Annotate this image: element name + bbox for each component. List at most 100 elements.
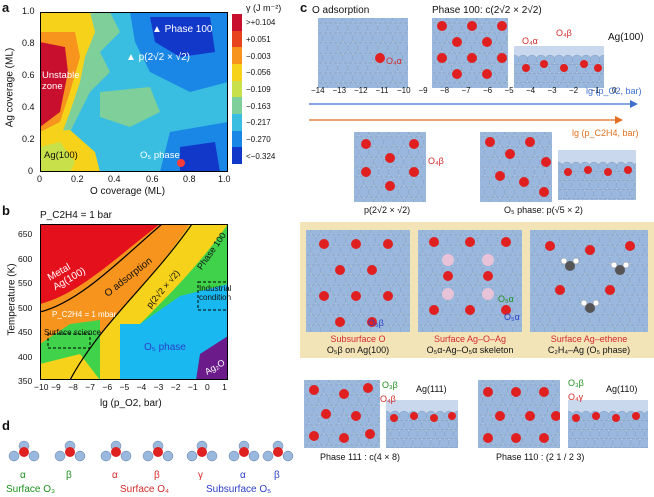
ag-atom xyxy=(466,72,478,84)
c-scale-tick: −13 xyxy=(332,86,347,95)
ag-atom xyxy=(388,166,400,178)
ag-atom xyxy=(534,304,546,316)
ag-atom xyxy=(335,254,347,266)
ag-atom xyxy=(390,230,402,236)
c-scale-tick: −14 xyxy=(311,86,325,95)
ag-atom xyxy=(472,264,484,276)
o-atom xyxy=(367,317,377,327)
ag-atom xyxy=(377,22,389,34)
ag-atom xyxy=(593,188,604,200)
motif-ag-atom xyxy=(228,450,240,462)
ag-atom xyxy=(398,166,410,178)
ag-atom xyxy=(512,324,522,332)
ag-atom xyxy=(407,428,419,440)
ag-atom xyxy=(629,294,641,306)
ag-atom xyxy=(501,82,508,88)
label-industrial: Industrial condition xyxy=(199,284,232,302)
ag-atom xyxy=(509,176,521,188)
motif-o-atom xyxy=(19,447,29,457)
ag-atom xyxy=(330,230,342,236)
panel-label-b: b xyxy=(2,203,10,218)
c-scale-tick: −4 xyxy=(526,86,536,95)
ag-atom xyxy=(318,22,329,34)
ag-atom xyxy=(313,444,325,448)
ag-atom xyxy=(362,18,374,24)
ag-atom xyxy=(501,42,508,54)
ag-atom xyxy=(327,62,339,74)
ag-atom xyxy=(352,52,364,64)
ag-atom xyxy=(598,72,604,84)
ag-atom xyxy=(584,230,596,236)
colorbar-swatch xyxy=(232,130,242,148)
ag-atom xyxy=(332,18,344,24)
motif-2 xyxy=(54,440,86,462)
greek-label: α xyxy=(240,470,246,481)
o-atom xyxy=(624,166,632,174)
ag-atom xyxy=(591,446,599,448)
ag-atom xyxy=(559,234,571,246)
ag-atom xyxy=(328,380,340,386)
o-atom xyxy=(390,414,398,422)
ag-atom xyxy=(553,54,565,66)
ag-atom xyxy=(506,33,508,43)
ag-atom xyxy=(519,196,531,202)
ag-atom xyxy=(502,380,514,386)
ag-atom xyxy=(362,32,374,44)
ag-atom xyxy=(526,72,538,84)
ag-atom xyxy=(634,304,646,316)
a-ytick-4: 0.8 xyxy=(22,38,35,48)
ag-atom xyxy=(522,380,534,386)
ag-atom xyxy=(604,304,616,316)
o-atom xyxy=(351,239,361,249)
ag-atom xyxy=(393,136,405,148)
ag-atom xyxy=(394,437,405,448)
greek-label: β xyxy=(66,470,72,481)
ag-atom xyxy=(499,196,511,202)
ag-atom xyxy=(418,274,429,286)
ag-atom xyxy=(567,63,578,75)
ag-atom xyxy=(427,254,439,266)
ag-atom xyxy=(383,196,395,202)
pressure-axes xyxy=(309,100,638,124)
a-ytick-1: 0.2 xyxy=(22,134,35,144)
ag-atom xyxy=(378,132,390,138)
ag-atom xyxy=(400,324,410,332)
boundary-1 xyxy=(39,223,163,313)
label-o4b-right: O₄β xyxy=(556,28,572,38)
ag-atom xyxy=(554,304,566,316)
ag-atom xyxy=(325,254,337,266)
ag-atom xyxy=(367,22,379,34)
b-xtick: −5 xyxy=(119,382,130,392)
ag-atom xyxy=(527,384,539,396)
o-atom xyxy=(365,429,375,439)
ag-atom xyxy=(517,72,529,84)
b-ytick: 550 xyxy=(18,278,33,288)
colorbar-swatch xyxy=(232,97,242,114)
ag-atom xyxy=(602,188,613,200)
o-atom xyxy=(321,409,331,419)
ag-atom xyxy=(388,132,400,138)
ag-atom xyxy=(512,244,522,256)
group-surface-o3: Surface O₃ xyxy=(6,484,56,495)
slab-o5-top-svg xyxy=(480,132,552,202)
ag-atom xyxy=(644,284,648,296)
ag-atom xyxy=(418,132,426,138)
greek-label: β xyxy=(154,470,160,481)
motif-ag-atom xyxy=(142,450,154,462)
c-atom xyxy=(585,303,595,313)
ag-atom xyxy=(397,22,408,34)
ag-atom xyxy=(574,284,586,296)
ag-atom xyxy=(363,156,375,168)
ag-atom xyxy=(385,254,397,266)
a-ytick-2: 0.4 xyxy=(22,102,35,112)
label-o4b-mid: O₄β xyxy=(428,156,444,166)
ag-atom xyxy=(569,234,581,246)
motif-ag-atom xyxy=(28,450,40,462)
ag-atom xyxy=(375,274,387,286)
ag-atom xyxy=(589,314,601,326)
ag-atom xyxy=(477,314,489,326)
o-atom xyxy=(580,60,588,68)
ag-atom xyxy=(509,136,521,148)
ag-atom xyxy=(494,186,506,198)
ag-atom xyxy=(530,254,541,266)
